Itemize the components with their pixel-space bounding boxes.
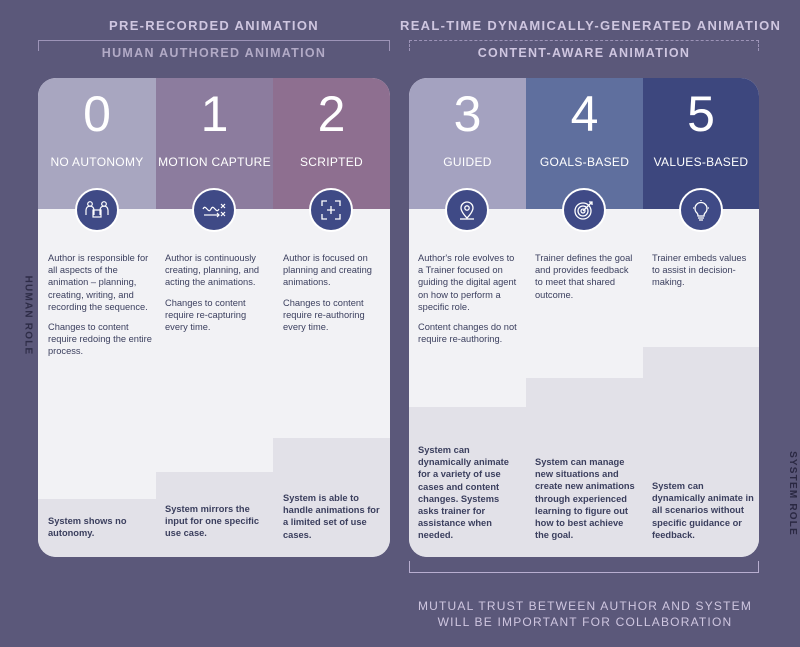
motion-path-icon: [192, 188, 236, 232]
right-bottom-bracket: [409, 561, 759, 573]
description-paragraph: Author's role evolves to a Trainer focus…: [418, 253, 517, 312]
level-0-system-text: System shows no autonomy.: [48, 516, 127, 539]
level-0-system-box: [38, 499, 156, 557]
lightbulb-icon: [679, 188, 723, 232]
left-top-bracket: [38, 40, 390, 51]
level-title: Goals-Based: [539, 155, 630, 169]
footer-line-1: Mutual trust between author and system: [417, 599, 753, 613]
level-5-header: 5 Values-Based: [643, 78, 759, 209]
level-2-header: 2 Scripted: [273, 78, 390, 209]
level-5-system-box: [643, 347, 759, 557]
header-real-time: Real-Time Dynamically-Generated Animatio…: [400, 18, 782, 33]
side-label-system-role: System Role: [786, 451, 798, 536]
people-puzzle-icon: [75, 188, 119, 232]
level-number: 0: [83, 86, 111, 142]
subheader-human-authored: Human Authored Animation: [101, 46, 327, 60]
level-4-header: 4 Goals-Based: [526, 78, 643, 209]
level-title: Values-Based: [653, 155, 749, 169]
right-top-bracket: [409, 40, 759, 51]
level-title: Scripted: [299, 155, 364, 169]
description-paragraph: Author is focused on planning and creati…: [283, 253, 372, 288]
crosshair-icon: [309, 188, 353, 232]
footer-line-2: will be important for collaboration: [437, 615, 733, 629]
level-3-system-text: System can dynamically animate for a var…: [418, 445, 509, 541]
header-pre-recorded: Pre-Recorded Animation: [109, 18, 319, 33]
location-pin-icon: [445, 188, 489, 232]
level-number: 2: [317, 86, 346, 142]
description-paragraph: Author is responsible for all aspects of…: [48, 253, 149, 312]
level-4-system-box: [526, 378, 643, 557]
level-5-description: Trainer embeds values to assist in decis…: [652, 252, 752, 297]
level-1-header: 1 Motion Capture: [156, 78, 273, 209]
level-0-description: Author is responsible for all aspects of…: [48, 252, 152, 366]
level-3-system-box: [409, 407, 526, 557]
description-paragraph: Changes to content require re-capturing …: [165, 297, 247, 333]
description-paragraph: Trainer defines the goal and provides fe…: [535, 253, 633, 300]
level-4-description: Trainer defines the goal and provides fe…: [535, 252, 635, 309]
subheader-content-aware: Content-Aware Animation: [477, 46, 691, 60]
level-2-system-text: System is able to handle animations for …: [283, 493, 380, 540]
level-3-header: 3 Guided: [409, 78, 526, 209]
level-title: Motion Capture: [158, 155, 271, 169]
level-2-system-box: [273, 438, 390, 557]
panel-human-authored: 0 No Autonomy 1 Motion Capture 2 Scripte…: [38, 78, 390, 557]
level-3-description: Author's role evolves to a Trainer focus…: [418, 252, 522, 353]
level-number: 4: [570, 86, 599, 142]
target-icon: [562, 188, 606, 232]
description-paragraph: Content changes do not require re-author…: [418, 322, 517, 345]
level-number: 5: [687, 86, 715, 142]
description-paragraph: Trainer embeds values to assist in decis…: [652, 253, 747, 288]
panel-content-aware: 3 Guided 4 Goals-Based 5 Values-Based Au…: [409, 78, 759, 557]
level-1-description: Author is continuously creating, plannin…: [165, 252, 265, 341]
level-title: Guided: [443, 155, 492, 169]
level-number: 3: [453, 86, 482, 142]
description-paragraph: Author is continuously creating, plannin…: [165, 253, 260, 288]
level-5-system-text: System can dynamically animate in all sc…: [652, 481, 754, 540]
level-title: No Autonomy: [50, 155, 144, 169]
side-label-human-role: Human Role: [22, 275, 34, 356]
level-4-system-text: System can manage new situations and cre…: [535, 457, 635, 541]
level-number: 1: [200, 86, 229, 142]
description-paragraph: Changes to content require redoing the e…: [48, 322, 152, 357]
level-1-system-text: System mirrors the input for one specifi…: [165, 504, 260, 539]
level-1-system-box: [156, 472, 273, 557]
level-2-description: Author is focused on planning and creati…: [283, 252, 383, 341]
description-paragraph: Changes to content require re-authoring …: [283, 297, 365, 333]
level-0-header: 0 No Autonomy: [38, 78, 156, 209]
